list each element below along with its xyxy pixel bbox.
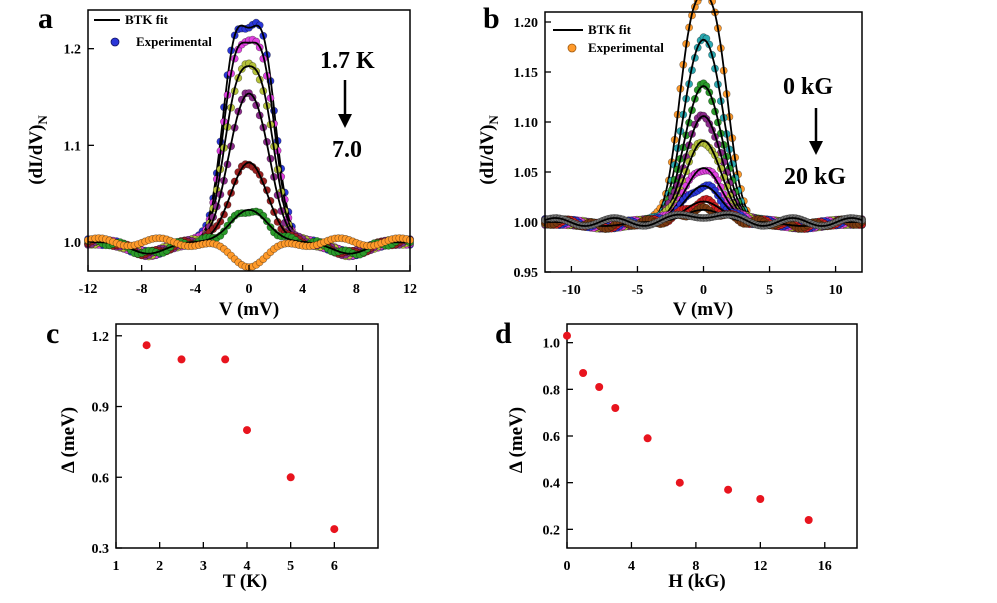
x-tick-label: 5: [287, 559, 294, 574]
x-tick-label: 4: [299, 282, 306, 297]
x-tick-label: 3: [200, 559, 207, 574]
scatter-point: [611, 404, 619, 412]
x-tick-label: 10: [829, 283, 843, 298]
y-tick-label: 1.10: [514, 116, 539, 131]
y-tick-label: 0.6: [92, 471, 110, 486]
scatter-point: [287, 473, 295, 481]
y-tick-label: 1.15: [514, 66, 539, 81]
y-tick-label: 1.00: [514, 216, 539, 231]
x-tick-label: 2: [156, 559, 163, 574]
y-tick-label: 1.0: [543, 337, 561, 352]
series-4-K: [84, 90, 413, 260]
panel-label-c: c: [46, 317, 59, 350]
legend-data-marker: [568, 44, 576, 52]
panel-a-x-label: V (mV): [219, 299, 279, 320]
y-tick-label: 1.2: [64, 43, 82, 58]
scatter-point: [221, 355, 229, 363]
panel-d-x-label: H (kG): [668, 571, 726, 592]
scatter-point: [143, 341, 151, 349]
panel-a-annotation-bottom: 7.0: [332, 137, 362, 163]
panel-a-y-label: (dI/dV)N: [26, 115, 50, 185]
legend-data-label: Experimental: [136, 34, 212, 49]
panel-c-frame: [116, 324, 378, 548]
x-tick-label: 5: [766, 283, 773, 298]
y-tick-label: 1.20: [514, 16, 539, 31]
btk-fit-line: [88, 163, 410, 254]
scatter-point: [756, 495, 764, 503]
x-tick-label: 0: [246, 282, 253, 297]
scatter-point: [243, 426, 251, 434]
panel-b-annotation-top: 0 kG: [783, 74, 833, 100]
x-tick-label: -8: [136, 282, 148, 297]
y-tick-label: 0.6: [543, 430, 561, 445]
legend-fit-label: BTK fit: [125, 12, 169, 27]
panel-a-legend: BTK fit Experimental: [94, 12, 212, 49]
panel-b-y-label: (dI/dV)N: [477, 115, 501, 185]
panel-a-arrow: [338, 80, 352, 128]
y-tick-label: 0.3: [92, 542, 110, 557]
panel-b-annotation-bottom: 20 kG: [784, 164, 846, 190]
y-tick-label: 0.95: [514, 266, 539, 281]
x-tick-label: 1: [113, 559, 120, 574]
y-tick-label: 1.2: [92, 330, 110, 345]
x-tick-label: 16: [818, 559, 832, 574]
panel-c-y-label: Δ (meV): [58, 407, 79, 473]
x-tick-label: 12: [753, 559, 767, 574]
panel-label-d: d: [495, 317, 512, 350]
panel-c-x-label: T (K): [223, 571, 268, 592]
y-tick-label: 0.8: [543, 383, 561, 398]
panel-b-arrow: [809, 108, 823, 155]
panel-c-data: [143, 341, 339, 533]
y-tick-label: 1.05: [514, 166, 539, 181]
legend-data-label: Experimental: [588, 40, 664, 55]
scatter-point: [595, 383, 603, 391]
scatter-point: [579, 369, 587, 377]
scatter-point: [724, 486, 732, 494]
scatter-point: [563, 332, 571, 340]
panel-a-y-ticks: 1.0 1.1 1.2: [64, 43, 95, 251]
panel-label-a: a: [38, 2, 53, 35]
x-tick-label: 0: [564, 559, 571, 574]
y-tick-label: 1.1: [64, 139, 82, 154]
series-6-K: [84, 208, 413, 258]
btk-fit-line: [88, 94, 410, 254]
panel-b-x-ticks: -10 -5 0 5 10: [562, 266, 843, 298]
panel-d-y-label: Δ (meV): [506, 407, 527, 473]
x-tick-label: 4: [628, 559, 635, 574]
x-tick-label: 8: [353, 282, 360, 297]
x-tick-label: -10: [562, 283, 581, 298]
scatter-point: [330, 525, 338, 533]
legend-fit-label: BTK fit: [588, 22, 632, 37]
y-tick-label: 0.4: [543, 477, 561, 492]
panel-b-x-label: V (mV): [673, 299, 733, 320]
panel-c-y-ticks: 0.3 0.6 0.9 1.2: [92, 330, 123, 557]
y-tick-label: 0.2: [543, 523, 561, 538]
x-tick-label: -4: [189, 282, 201, 297]
x-tick-label: 6: [331, 559, 338, 574]
panel-a-annotation-top: 1.7 K: [320, 48, 375, 74]
panel-b: b -10 -5 0 5 10 0.95 1.00 1.05 1.10 1.15 1.20 V (…: [477, 0, 866, 320]
x-tick-label: 0: [700, 283, 707, 298]
y-tick-label: 0.9: [92, 401, 110, 416]
panel-d-frame: [567, 324, 857, 548]
x-tick-label: 12: [403, 282, 417, 297]
x-tick-label: -5: [632, 283, 644, 298]
panel-label-b: b: [483, 2, 500, 35]
scatter-point: [178, 355, 186, 363]
scatter-point: [805, 516, 813, 524]
y-tick-label: 1.0: [64, 236, 82, 251]
panel-d-y-ticks: 0.2 0.4 0.6 0.8 1.0: [543, 337, 574, 539]
scatter-point: [676, 479, 684, 487]
x-tick-label: -12: [79, 282, 98, 297]
scatter-point: [644, 434, 652, 442]
legend-data-marker: [111, 38, 119, 46]
panel-d-data: [563, 332, 813, 524]
panel-a: a -12 -8 -4 0 4 8 12 1.0 1.1 1.2 V (mV) (dI/dV)N…: [26, 2, 417, 320]
panel-b-legend: BTK fit Experimental: [553, 22, 664, 55]
